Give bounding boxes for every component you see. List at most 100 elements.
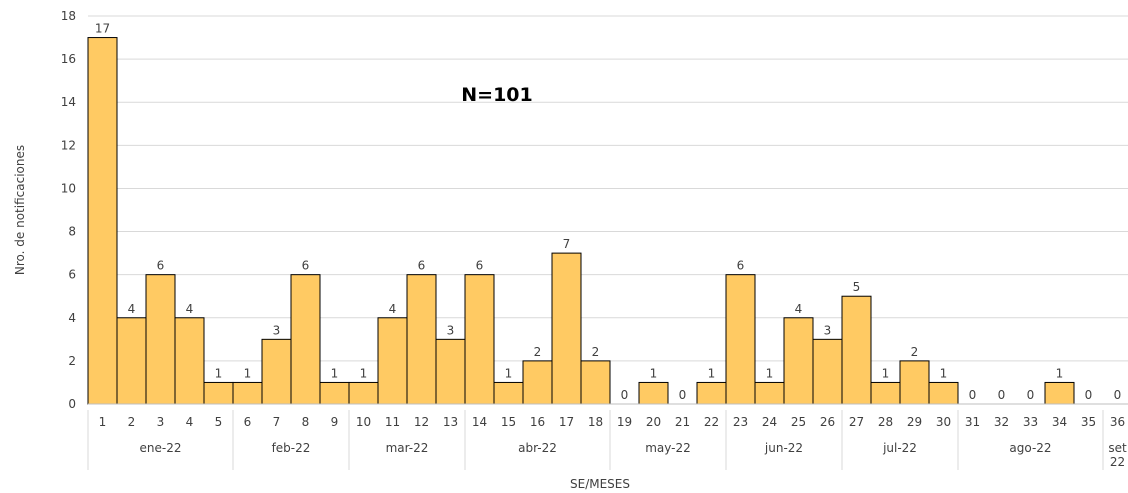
x-tick-label: 15 xyxy=(501,415,516,429)
bar xyxy=(841,295,872,405)
x-tick-label: 9 xyxy=(331,415,339,429)
y-tick-label: 16 xyxy=(61,52,76,66)
x-tick-label: 16 xyxy=(530,415,545,429)
bar xyxy=(493,381,524,405)
x-tick-label: 17 xyxy=(559,415,574,429)
x-tick-label: 25 xyxy=(791,415,806,429)
y-tick-label: 8 xyxy=(68,225,76,239)
data-label: 1 xyxy=(215,366,223,380)
bar xyxy=(145,274,176,405)
data-label: 1 xyxy=(766,366,774,380)
data-label: 0 xyxy=(998,388,1006,402)
bar xyxy=(87,37,118,405)
x-tick-label: 20 xyxy=(646,415,661,429)
x-tick-label: 1 xyxy=(99,415,107,429)
data-label: 2 xyxy=(592,345,600,359)
x-tick-label: 13 xyxy=(443,415,458,429)
data-label: 1 xyxy=(360,366,368,380)
bars xyxy=(87,37,1075,405)
x-tick-label: 19 xyxy=(617,415,632,429)
month-label: jul-22 xyxy=(882,441,917,455)
y-tick-label: 6 xyxy=(68,268,76,282)
data-label: 2 xyxy=(534,345,542,359)
bar xyxy=(261,338,292,405)
data-label: 6 xyxy=(737,259,745,273)
bar xyxy=(464,274,495,405)
x-tick-label: 22 xyxy=(704,415,719,429)
data-label: 1 xyxy=(650,366,658,380)
month-label: mar-22 xyxy=(386,441,429,455)
x-tick-label: 5 xyxy=(215,415,223,429)
bar xyxy=(406,274,437,405)
data-label: 7 xyxy=(563,237,571,251)
data-label: 3 xyxy=(824,323,832,337)
x-tick-label: 21 xyxy=(675,415,690,429)
x-axis-label: SE/MESES xyxy=(570,477,630,491)
data-label: 4 xyxy=(389,302,397,316)
data-label: 0 xyxy=(679,388,687,402)
bar xyxy=(870,381,901,405)
x-tick-label: 36 xyxy=(1110,415,1125,429)
month-label: feb-22 xyxy=(272,441,311,455)
x-tick-label: 31 xyxy=(965,415,980,429)
bar xyxy=(725,274,756,405)
data-label: 0 xyxy=(1085,388,1093,402)
x-axis: 1 2 3 4 5 6 7 8 9 10 11 12 13 14 15 16 17 18 19 20 21 22 23 24 2… xyxy=(87,403,1128,470)
y-tick-label: 2 xyxy=(68,354,76,368)
x-tick-label: 3 xyxy=(157,415,165,429)
bar xyxy=(696,381,727,405)
month-label-line: set xyxy=(1108,441,1127,455)
month-label: set 22 xyxy=(1108,441,1127,469)
data-label: 6 xyxy=(302,259,310,273)
bar xyxy=(783,317,814,405)
bar xyxy=(812,338,843,405)
x-tick-label: 11 xyxy=(385,415,400,429)
data-label: 1 xyxy=(708,366,716,380)
x-tick-label: 29 xyxy=(907,415,922,429)
y-tick-label: 4 xyxy=(68,311,76,325)
bar xyxy=(232,381,263,405)
bar xyxy=(928,381,959,405)
data-label: 4 xyxy=(186,302,194,316)
y-tick-label: 14 xyxy=(61,95,76,109)
data-label: 0 xyxy=(1114,388,1122,402)
month-label-line: 22 xyxy=(1110,455,1125,469)
bar xyxy=(638,381,669,405)
data-label: 1 xyxy=(244,366,252,380)
bar xyxy=(377,317,408,405)
bar xyxy=(899,360,930,405)
x-tick-label: 8 xyxy=(302,415,310,429)
data-label: 2 xyxy=(911,345,919,359)
data-label: 1 xyxy=(331,366,339,380)
y-axis-ticks: 0 2 4 6 8 10 12 14 16 18 xyxy=(61,9,76,411)
y-tick-label: 0 xyxy=(68,397,76,411)
bar xyxy=(348,381,379,405)
y-tick-label: 18 xyxy=(61,9,76,23)
data-label: 3 xyxy=(273,323,281,337)
x-tick-label: 33 xyxy=(1023,415,1038,429)
x-tick-label: 30 xyxy=(936,415,951,429)
bar xyxy=(319,381,350,405)
bar xyxy=(174,317,205,405)
y-tick-label: 12 xyxy=(61,138,76,152)
y-tick-label: 10 xyxy=(61,181,76,195)
data-label: 5 xyxy=(853,280,861,294)
data-label: 6 xyxy=(418,259,426,273)
data-label: 4 xyxy=(795,302,803,316)
bar xyxy=(116,317,147,405)
bar xyxy=(754,381,785,405)
data-label: 1 xyxy=(882,366,890,380)
x-tick-label: 26 xyxy=(820,415,835,429)
data-label: 3 xyxy=(447,323,455,337)
x-tick-label: 7 xyxy=(273,415,281,429)
data-label: 6 xyxy=(157,259,165,273)
x-tick-label: 4 xyxy=(186,415,194,429)
x-tick-label: 18 xyxy=(588,415,603,429)
gridlines xyxy=(88,15,1128,405)
bar xyxy=(580,360,611,405)
chart-annotation: N=101 xyxy=(461,84,532,106)
bar xyxy=(435,338,466,405)
data-label: 0 xyxy=(1027,388,1035,402)
bar xyxy=(290,274,321,405)
